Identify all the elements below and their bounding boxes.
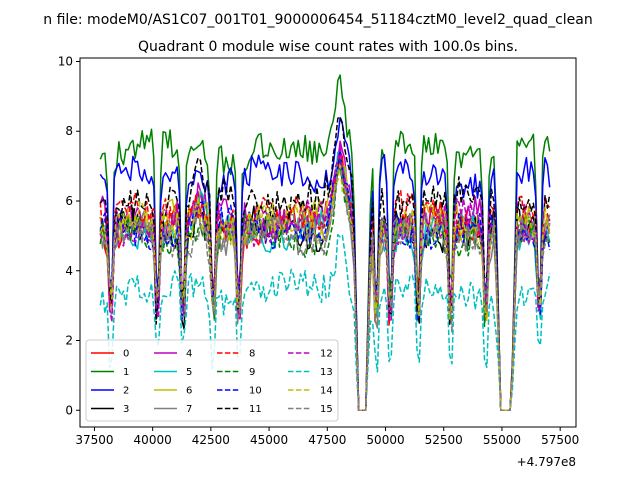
x-tick-label: 40000 — [134, 433, 172, 447]
legend-label-0: 0 — [123, 349, 129, 360]
y-axis: 0 2 4 6 8 10 — [58, 54, 80, 417]
legend-label-5: 5 — [186, 367, 192, 378]
series-line-10 — [99, 148, 551, 412]
x-tick-label: 57500 — [541, 433, 579, 447]
x-tick-label: 47500 — [308, 433, 346, 447]
y-tick-label: 8 — [65, 124, 73, 138]
x-tick-label: 50000 — [366, 433, 404, 447]
series-line-1 — [99, 74, 551, 412]
x-axis: 37500 40000 42500 45000 47500 50000 52500 55000… — [75, 427, 579, 447]
series-line-12 — [99, 144, 551, 412]
legend-label-7: 7 — [186, 404, 192, 415]
legend-label-14: 14 — [320, 386, 333, 397]
x-tick-label: 42500 — [192, 433, 230, 447]
y-tick-label: 6 — [65, 194, 73, 208]
figure-suptitle: n file: modeM0/AS1C07_001T01_9000006454_… — [43, 12, 592, 28]
series-line-15 — [99, 168, 551, 412]
legend-label-9: 9 — [249, 367, 255, 378]
y-tick-label: 2 — [65, 334, 73, 348]
series-layer — [99, 74, 551, 412]
legend-label-10: 10 — [249, 386, 262, 397]
x-tick-label: 45000 — [250, 433, 288, 447]
series-line-14 — [99, 164, 551, 412]
legend-label-8: 8 — [249, 349, 255, 360]
legend-frame — [85, 339, 339, 422]
legend-label-15: 15 — [320, 404, 333, 415]
x-tick-label: 55000 — [483, 433, 521, 447]
legend-label-2: 2 — [123, 386, 129, 397]
series-line-13 — [99, 233, 551, 412]
series-line-11 — [99, 116, 551, 412]
legend-label-3: 3 — [123, 404, 129, 415]
legend-label-4: 4 — [186, 349, 192, 360]
chart-title: Quadrant 0 module wise count rates with … — [138, 39, 518, 55]
legend-label-1: 1 — [123, 367, 129, 378]
x-tick-label: 52500 — [425, 433, 463, 447]
x-axis-offset-label: +4.797e8 — [517, 455, 576, 469]
y-tick-label: 4 — [65, 264, 73, 278]
legend-label-11: 11 — [249, 404, 262, 415]
y-tick-label: 10 — [58, 54, 73, 68]
legend-label-13: 13 — [320, 367, 333, 378]
y-tick-label: 0 — [65, 403, 73, 417]
series-line-9 — [99, 167, 551, 412]
x-tick-label: 37500 — [75, 433, 113, 447]
legend-label-6: 6 — [186, 386, 192, 397]
plot-frame — [79, 57, 577, 428]
legend-label-12: 12 — [320, 349, 333, 360]
